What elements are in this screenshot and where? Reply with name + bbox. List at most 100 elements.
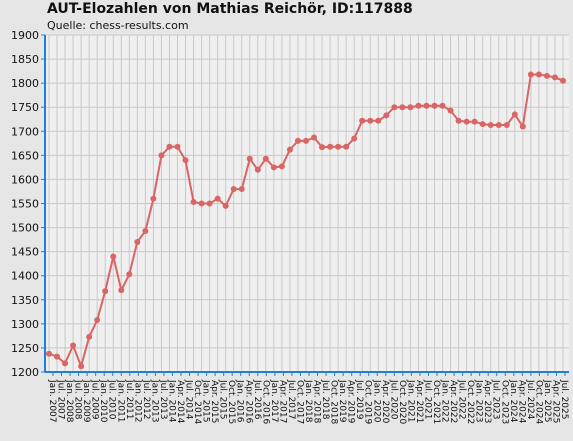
y-tick-label: 1850 [11,53,39,66]
data-point [415,102,422,109]
data-point [407,104,414,111]
data-point [503,122,510,129]
data-point [158,152,165,159]
x-tick-label: Apr. 2019 [346,380,356,424]
y-tick-label: 1300 [11,318,39,331]
x-tick-label: Jan. 2011 [115,379,125,423]
x-tick-label: Apr. 2020 [380,380,390,424]
x-tick-label: Jan. 2025 [542,379,552,423]
data-point [439,102,446,109]
data-point [286,146,293,153]
y-tick-label: 1350 [11,294,39,307]
x-tick-label: Jan. 2021 [405,379,415,423]
data-point [62,360,69,367]
y-tick-label: 1700 [11,125,39,138]
x-tick-label: Jan. 2023 [474,379,484,422]
y-tick-label: 1200 [11,366,39,379]
data-point [134,239,141,246]
data-point [70,342,77,349]
data-point [246,155,253,162]
data-point [86,333,93,340]
x-tick-label: Jan. 2017 [269,379,279,423]
data-point [206,200,213,207]
x-tick-label: Jul. 2017 [286,379,296,420]
data-point [230,186,237,193]
x-tick-label: Oct. 2017 [294,380,304,424]
x-tick-label: Jul. 2008 [73,379,83,420]
data-point [335,143,342,150]
data-point [375,117,382,124]
x-tick-label: Oct. 2018 [329,380,339,424]
x-tick-label: Jul. 2013 [158,379,168,420]
elo-series-points [46,71,566,370]
data-point [431,102,438,109]
x-tick-label: Jul. 2019 [354,379,364,420]
data-point [560,77,566,84]
y-tick-label: 1800 [11,77,39,90]
x-tick-label: Jul. 2015 [218,379,228,420]
x-tick-label: Jul. 2025 [559,379,569,420]
x-tick-label: Apr. 2015 [209,380,219,423]
y-tick-label: 1900 [11,29,39,42]
x-tick-label: Jul. 2023 [491,379,501,420]
data-point [463,118,470,125]
x-tick-label: Apr. 2022 [448,380,458,423]
y-tick-label: 1600 [11,173,39,186]
x-tick-label: Oct. 2023 [499,380,509,424]
x-tick-label: Jan. 2009 [81,379,91,423]
data-point [511,111,518,118]
data-point [343,143,350,150]
horizontal-gridlines [45,34,569,373]
x-tick-label: Oct. 2014 [192,380,202,424]
data-point [214,195,221,202]
data-point [391,104,398,111]
y-tick-label: 1550 [11,198,39,211]
y-tick-label: 1450 [11,246,39,259]
x-tick-label: Jul. 2024 [525,379,535,420]
x-tick-label: Jan. 2022 [440,379,450,423]
data-point [527,71,534,78]
x-tick-label: Jul. 2021 [422,379,432,420]
x-tick-label: Jan. 2020 [371,379,381,423]
x-tick-label: Jul. 2022 [457,379,467,420]
data-point [278,163,285,170]
data-point [447,107,454,114]
x-tick-label: Apr. 2023 [482,380,492,423]
data-point [54,353,61,360]
data-point [126,271,133,278]
data-point [399,104,406,111]
data-point [102,288,109,295]
x-tick-label: Apr. 2018 [312,380,322,424]
y-tick-label: 1500 [11,222,39,235]
data-point [222,202,229,209]
x-tick-label: Oct. 2022 [465,380,475,424]
data-point [254,166,261,173]
data-point [46,350,52,357]
x-tick-label: Oct. 2020 [397,380,407,424]
x-tick-label: Jan. 2012 [132,379,142,423]
x-tick-label: Oct. 2021 [431,380,441,424]
x-tick-label: Jan. 2007 [47,379,57,423]
data-point [543,72,550,79]
x-tick-label: Oct. 2024 [533,380,543,424]
data-point [303,137,309,144]
data-point [383,112,390,119]
x-tick-label: Apr. 2024 [516,380,526,424]
y-tick-label: 1400 [11,270,39,283]
y-tick-label: 1650 [11,149,39,162]
data-point [182,157,189,164]
data-point [551,74,558,81]
data-point [174,143,181,150]
data-point [190,199,197,206]
x-tick-label: Jul. 2012 [141,379,151,420]
data-point [166,143,173,150]
data-point [319,144,326,151]
data-point [359,117,366,124]
x-tick-label: Apr. 2021 [414,380,424,423]
data-point [150,195,157,202]
data-point [423,102,430,109]
data-point [142,227,149,234]
x-tick-label: Jan. 2018 [303,379,313,423]
